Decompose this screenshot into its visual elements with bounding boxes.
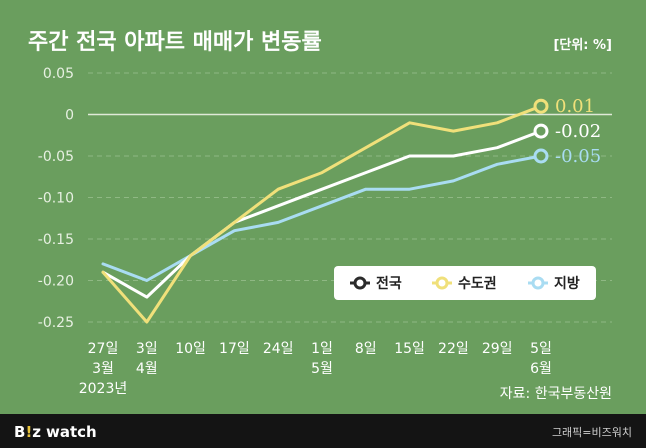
source-note: 자료: 한국부동산원	[500, 386, 612, 402]
legend-swatch-marker	[353, 276, 367, 290]
logo-text: B!z watch	[14, 423, 97, 441]
x-year-label: 2023년	[79, 381, 128, 397]
x-month-label: 5월	[311, 361, 333, 377]
y-tick-label: -0.20	[38, 274, 74, 290]
series-end-labels: -0.05 -0.02 0.01	[555, 96, 601, 167]
x-tick-label: 1일	[311, 341, 333, 357]
legend: 전국 수도권 지방	[334, 266, 596, 300]
series-line-지방	[101, 154, 543, 282]
end-marker-전국	[533, 123, 549, 139]
x-tick-label: 3일	[136, 341, 158, 357]
footer-bar	[0, 414, 646, 448]
chart-title: 주간 전국 아파트 매매가 변동률	[28, 30, 322, 55]
y-tick-label: -0.25	[38, 315, 74, 331]
x-tick-label: 17일	[219, 341, 250, 357]
y-tick-label: 0.05	[43, 66, 74, 82]
end-marker-지방	[533, 148, 549, 164]
end-label-전국: -0.02	[555, 121, 601, 142]
x-tick-label: 29일	[482, 341, 513, 357]
x-tick-label: 8일	[355, 341, 377, 357]
x-tick-label: 15일	[394, 341, 425, 357]
series-lines	[101, 104, 543, 324]
x-tick-label: 10일	[175, 341, 206, 357]
series-line-전국	[101, 129, 543, 299]
end-label-지방: -0.05	[555, 146, 601, 167]
series-line-수도권	[101, 104, 543, 324]
bizwatch-logo: B!z watch	[14, 423, 97, 441]
end-marker-수도권	[533, 98, 549, 114]
legend-label-전국: 전국	[376, 275, 402, 292]
y-tick-label: 0	[65, 108, 74, 124]
legend-swatch-marker	[531, 276, 545, 290]
legend-box	[334, 266, 596, 300]
graphic-credit: 그래픽=비즈워치	[552, 426, 632, 439]
x-tick-label: 22일	[438, 341, 469, 357]
end-label-수도권: 0.01	[555, 96, 595, 117]
x-tick-label: 24일	[263, 341, 294, 357]
y-axis-ticks: 0.05 0 -0.05 -0.10 -0.15 -0.20 -0.25	[38, 66, 74, 331]
x-month-label: 4월	[136, 361, 158, 377]
logo-b: B	[14, 423, 25, 441]
logo-watch: watch	[46, 423, 97, 441]
series-end-markers	[533, 98, 549, 164]
x-tick-label: 5일	[530, 341, 552, 357]
y-tick-label: -0.15	[38, 232, 74, 248]
legend-label-수도권: 수도권	[458, 276, 497, 292]
x-month-label: 3월	[92, 361, 114, 377]
x-tick-label: 27일	[88, 341, 119, 357]
x-month-label: 6월	[530, 361, 552, 377]
x-axis-ticks: 27일 3월 3일 4월 10일 17일 24일 1일 5월 8일 15일 22일 29일 5일 6월 202…	[79, 341, 552, 397]
unit-label: [단위: %]	[553, 37, 612, 53]
legend-swatch-marker	[435, 276, 449, 290]
logo-exclaim: !	[25, 423, 32, 441]
legend-label-지방: 지방	[554, 275, 580, 292]
y-tick-label: -0.05	[38, 149, 74, 165]
logo-z: z	[32, 423, 41, 441]
y-tick-label: -0.10	[38, 191, 74, 207]
